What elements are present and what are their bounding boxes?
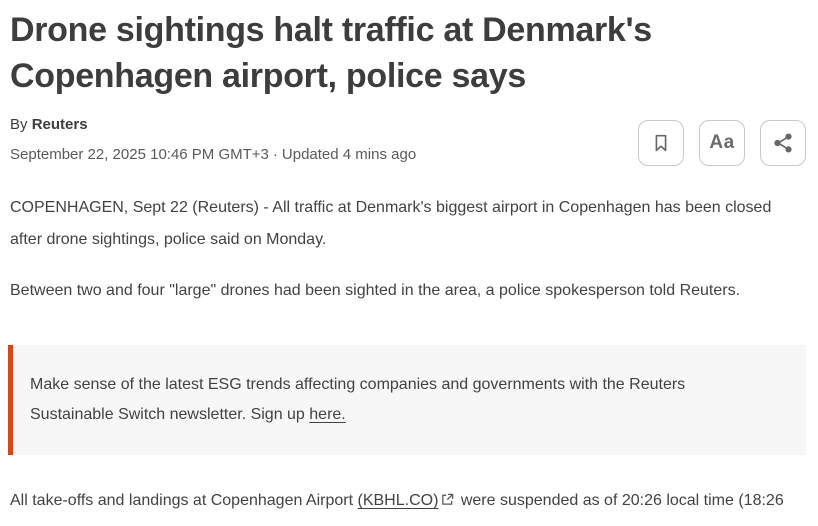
updated-timestamp: Updated 4 mins ago bbox=[281, 146, 417, 164]
save-article-button[interactable] bbox=[638, 120, 684, 167]
publish-date: September 22, 2025 10:46 PM GMT+3 bbox=[10, 146, 269, 164]
byline-author[interactable]: Reuters bbox=[31, 116, 88, 134]
newsletter-callout: Make sense of the latest ESG trends affe… bbox=[8, 345, 806, 456]
share-icon bbox=[772, 132, 794, 154]
article-paragraph-1: COPENHAGEN, Sept 22 (Reuters) - All traf… bbox=[10, 199, 772, 249]
external-link-icon bbox=[441, 486, 454, 518]
text-size-icon: Aa bbox=[709, 132, 735, 154]
byline: By Reuters bbox=[10, 116, 416, 133]
paragraph-3-text-before: All take-offs and landings at Copenhagen… bbox=[10, 492, 358, 510]
article-headline: Drone sightings halt traffic at Denmark'… bbox=[10, 11, 652, 95]
kbhl-ticker-link[interactable]: (KBHL.CO) bbox=[357, 492, 439, 510]
dateline: September 22, 2025 10:46 PM GMT+3 · Update… bbox=[10, 146, 416, 163]
newsletter-callout-text: Make sense of the latest ESG trends affe… bbox=[30, 376, 686, 424]
meta-separator: · bbox=[272, 146, 278, 164]
bookmark-icon bbox=[650, 132, 672, 154]
byline-prefix: By bbox=[10, 116, 32, 134]
share-button[interactable] bbox=[760, 120, 806, 167]
article-paragraph-2: Between two and four "large" drones had … bbox=[10, 282, 741, 300]
article-meta-row: By Reuters September 22, 2025 10:46 PM G… bbox=[10, 116, 806, 167]
newsletter-signup-link[interactable]: here. bbox=[309, 406, 346, 424]
article-paragraph-3: All take-offs and landings at Copenhagen… bbox=[10, 485, 806, 526]
text-size-button[interactable]: Aa bbox=[699, 120, 745, 167]
article-toolbar: Aa bbox=[638, 120, 806, 167]
byline-block: By Reuters September 22, 2025 10:46 PM G… bbox=[10, 116, 416, 163]
